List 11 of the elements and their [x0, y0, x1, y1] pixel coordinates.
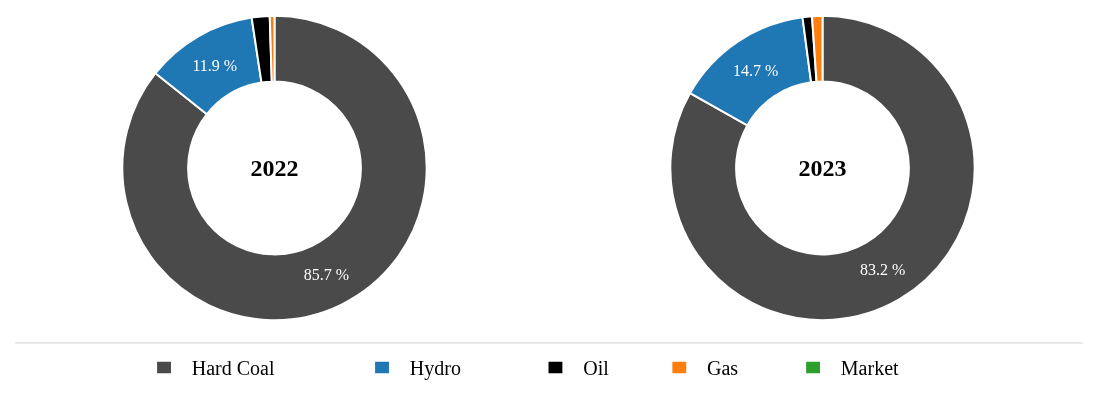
legend-label: Hard Coal: [191, 356, 275, 379]
data-label: 11.9 %: [192, 57, 238, 75]
data-label: 85.7 %: [303, 265, 349, 283]
slice-label: 2023: [798, 154, 847, 181]
slice-label: 2022: [250, 154, 299, 181]
data-label: 83.2 %: [859, 261, 906, 279]
data-label: 14.7 %: [733, 61, 779, 79]
legend-label: Oil: [583, 356, 610, 379]
legend-label: Hydro: [409, 356, 461, 380]
legend-label: Market: [840, 356, 900, 379]
legend-label: Gas: [707, 356, 739, 379]
